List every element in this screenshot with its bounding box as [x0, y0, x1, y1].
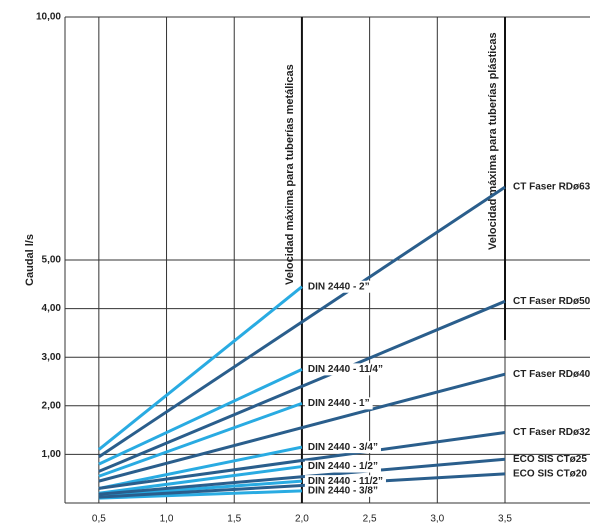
legend-label: DIN 2440 - 3/4” — [308, 442, 378, 453]
legend-label: DIN 2440 - 11/4” — [308, 364, 383, 375]
label-bg — [304, 441, 381, 454]
legend-item: DIN 2440 - 3/8” — [304, 484, 381, 497]
series-line — [97, 285, 303, 451]
series-line — [98, 445, 303, 490]
y-tick-label: 4,00 — [42, 303, 62, 314]
legend-label: CT Faser RDø50 — [513, 296, 591, 307]
legend-label: DIN 2440 - 3/8” — [308, 485, 378, 496]
y-tick-label: 10,00 — [36, 12, 61, 23]
legend-label: CT Faser RDø63 — [513, 182, 591, 193]
legend-item: DIN 2440 - 2” — [304, 280, 373, 293]
series-line — [98, 185, 506, 459]
label-bg — [304, 475, 386, 488]
legend-item: DIN 2440 - 3/4” — [304, 441, 381, 454]
y-tick-label: 2,00 — [42, 400, 62, 411]
y-tick-label: 3,00 — [42, 352, 62, 363]
series-line — [98, 401, 303, 478]
legend-item: DIN 2440 - 1/2” — [304, 460, 381, 473]
series-line — [98, 431, 506, 490]
limit-label: Velocidad máxima para tuberías metálicas — [284, 64, 296, 285]
y-tick-label: 5,00 — [42, 255, 62, 266]
x-tick-label: 2,0 — [295, 514, 309, 525]
x-tick-label: 3,0 — [430, 514, 444, 525]
legend-label: CT Faser RDø40 — [513, 369, 591, 380]
series-line — [98, 489, 302, 500]
legend-label: ECO SIS CTø20 — [513, 468, 587, 479]
label-bg — [304, 484, 381, 497]
x-tick-label: 3,5 — [498, 514, 512, 525]
y-axis-label: Caudal l/s — [24, 234, 36, 286]
legend-label: DIN 2440 - 11/2” — [308, 476, 383, 487]
label-bg — [304, 460, 381, 473]
label-bg — [304, 280, 373, 293]
legend-label: DIN 2440 - 1/2” — [308, 461, 378, 472]
series-line — [98, 479, 303, 498]
x-tick-label: 1,0 — [160, 514, 174, 525]
series-line — [98, 372, 506, 483]
label-bg — [304, 363, 386, 376]
x-tick-label: 1,5 — [227, 514, 241, 525]
legend-label: ECO SIS CTø25 — [513, 454, 587, 465]
limit-label: Velocidad máxima para tuberías plásticas — [487, 32, 499, 250]
series-line — [98, 367, 303, 466]
legend-item: DIN 2440 - 11/4” — [304, 363, 386, 376]
legend-label: CT Faser RDø32 — [513, 427, 591, 438]
x-tick-label: 2,5 — [363, 514, 377, 525]
y-tick-label: 1,00 — [42, 449, 62, 460]
x-tick-label: 0,5 — [92, 514, 106, 525]
legend-item: DIN 2440 - 1” — [304, 397, 373, 410]
series-line — [98, 457, 506, 496]
series-line — [98, 472, 506, 499]
series-line — [98, 299, 506, 473]
series-line — [98, 465, 303, 495]
label-bg — [304, 397, 373, 410]
legend-label: DIN 2440 - 1” — [308, 398, 370, 409]
legend-item: DIN 2440 - 11/2” — [304, 475, 386, 488]
legend-label: DIN 2440 - 2” — [308, 281, 370, 292]
